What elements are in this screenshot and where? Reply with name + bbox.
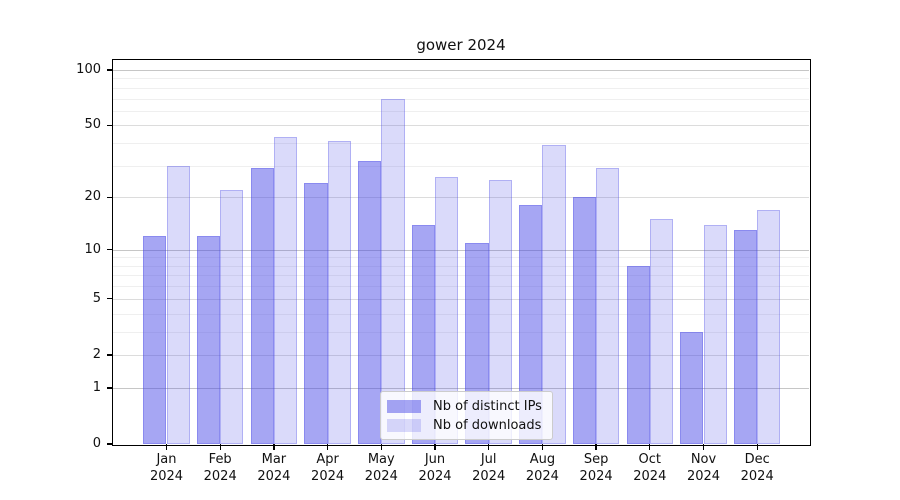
- x-tick-label: Apr 2024: [311, 452, 345, 484]
- bar-ips-oct: [626, 265, 650, 444]
- x-tick-label: Jun 2024: [418, 452, 452, 484]
- bar-downloads-may: [381, 98, 405, 444]
- gridline: [113, 110, 809, 112]
- x-tick-mark: [273, 444, 275, 450]
- legend-swatch-downloads: [387, 419, 421, 432]
- x-tick-label: Feb 2024: [203, 452, 237, 484]
- x-tick-label: Mar 2024: [257, 452, 291, 484]
- x-tick-mark: [649, 444, 651, 450]
- bar-downloads-aug: [542, 145, 566, 444]
- y-tick-label: 1: [92, 379, 101, 395]
- legend-item-downloads: Nb of downloads: [387, 418, 542, 433]
- x-tick-mark: [219, 444, 221, 450]
- bar-downloads-oct: [649, 219, 674, 444]
- bar-downloads-jul: [488, 179, 512, 444]
- legend: Nb of distinct IPs Nb of downloads: [380, 391, 553, 440]
- bar-ips-may: [358, 160, 382, 444]
- y-tick-label: 2: [92, 346, 101, 362]
- y-tick-mark: [107, 298, 113, 300]
- x-tick-label: Aug 2024: [525, 452, 559, 484]
- y-tick-mark: [107, 248, 113, 251]
- bar-ips-feb: [196, 236, 221, 444]
- bar-ips-jan: [143, 236, 167, 444]
- gridline: [113, 143, 809, 145]
- plot-area: Nb of distinct IPs Nb of downloads: [111, 58, 811, 446]
- x-tick-label: Jul 2024: [472, 452, 506, 484]
- legend-label-ips: Nb of distinct IPs: [433, 399, 542, 414]
- gridline: [113, 165, 809, 167]
- x-tick-label: Oct 2024: [633, 452, 667, 484]
- bar-downloads-sep: [596, 168, 620, 444]
- gridline: [113, 249, 809, 251]
- y-tick-mark: [107, 196, 113, 198]
- bar-downloads-feb: [220, 189, 244, 444]
- y-tick-label: 5: [92, 290, 101, 306]
- bar-downloads-nov: [703, 224, 727, 444]
- gridline: [113, 313, 809, 315]
- x-tick-mark: [380, 444, 382, 450]
- x-tick-label: Dec 2024: [740, 452, 774, 484]
- x-tick-mark: [756, 444, 758, 450]
- y-tick-mark: [107, 354, 113, 356]
- x-tick-mark: [434, 444, 436, 450]
- bar-ips-dec: [733, 230, 758, 444]
- y-tick-label: 100: [76, 61, 101, 77]
- x-tick-mark: [702, 444, 705, 450]
- bar-ips-nov: [680, 331, 704, 444]
- gridline: [113, 286, 809, 288]
- x-tick-mark: [326, 444, 329, 450]
- legend-item-ips: Nb of distinct IPs: [387, 399, 542, 414]
- bar-downloads-apr: [327, 141, 351, 444]
- gridline: [113, 125, 809, 127]
- y-tick-mark: [107, 387, 113, 389]
- gridline: [113, 78, 809, 80]
- gridline: [113, 331, 809, 333]
- bar-downloads-dec: [757, 209, 781, 444]
- x-tick-label: Sep 2024: [579, 452, 613, 484]
- gridline: [113, 354, 809, 356]
- bar-downloads-jun: [435, 176, 459, 444]
- gridline: [113, 69, 809, 71]
- y-tick-mark: [107, 443, 113, 445]
- bar-downloads-mar: [273, 137, 298, 444]
- gridline: [113, 265, 809, 267]
- bar-ips-jun: [411, 224, 435, 444]
- x-tick-mark: [165, 444, 168, 450]
- x-tick-label: Nov 2024: [686, 452, 721, 484]
- x-tick-mark: [541, 444, 544, 450]
- bar-ips-apr: [304, 183, 328, 444]
- legend-swatch-ips: [387, 400, 421, 413]
- x-tick-label: Jan 2024: [149, 452, 184, 484]
- gridline: [113, 98, 809, 100]
- legend-label-downloads: Nb of downloads: [433, 418, 542, 433]
- y-tick-label: 10: [84, 241, 101, 257]
- x-tick-mark: [488, 444, 490, 450]
- bar-ips-sep: [572, 197, 597, 444]
- gridline: [113, 275, 809, 277]
- y-tick-label: 0: [92, 436, 101, 451]
- chart-title: gower 2024: [416, 36, 506, 54]
- y-tick-mark: [107, 69, 113, 71]
- bar-downloads-jan: [166, 165, 190, 444]
- x-tick-label: May 2024: [364, 452, 398, 484]
- gridline: [113, 257, 809, 259]
- y-tick-label: 20: [84, 189, 101, 205]
- gridline: [113, 387, 809, 389]
- bar-ips-aug: [519, 205, 543, 444]
- bar-ips-mar: [250, 168, 274, 444]
- y-tick-mark: [107, 124, 113, 127]
- y-tick-label: 50: [84, 117, 101, 133]
- x-tick-mark: [595, 444, 597, 450]
- gridline: [113, 87, 809, 89]
- gridline: [113, 298, 809, 300]
- gridline: [113, 197, 809, 199]
